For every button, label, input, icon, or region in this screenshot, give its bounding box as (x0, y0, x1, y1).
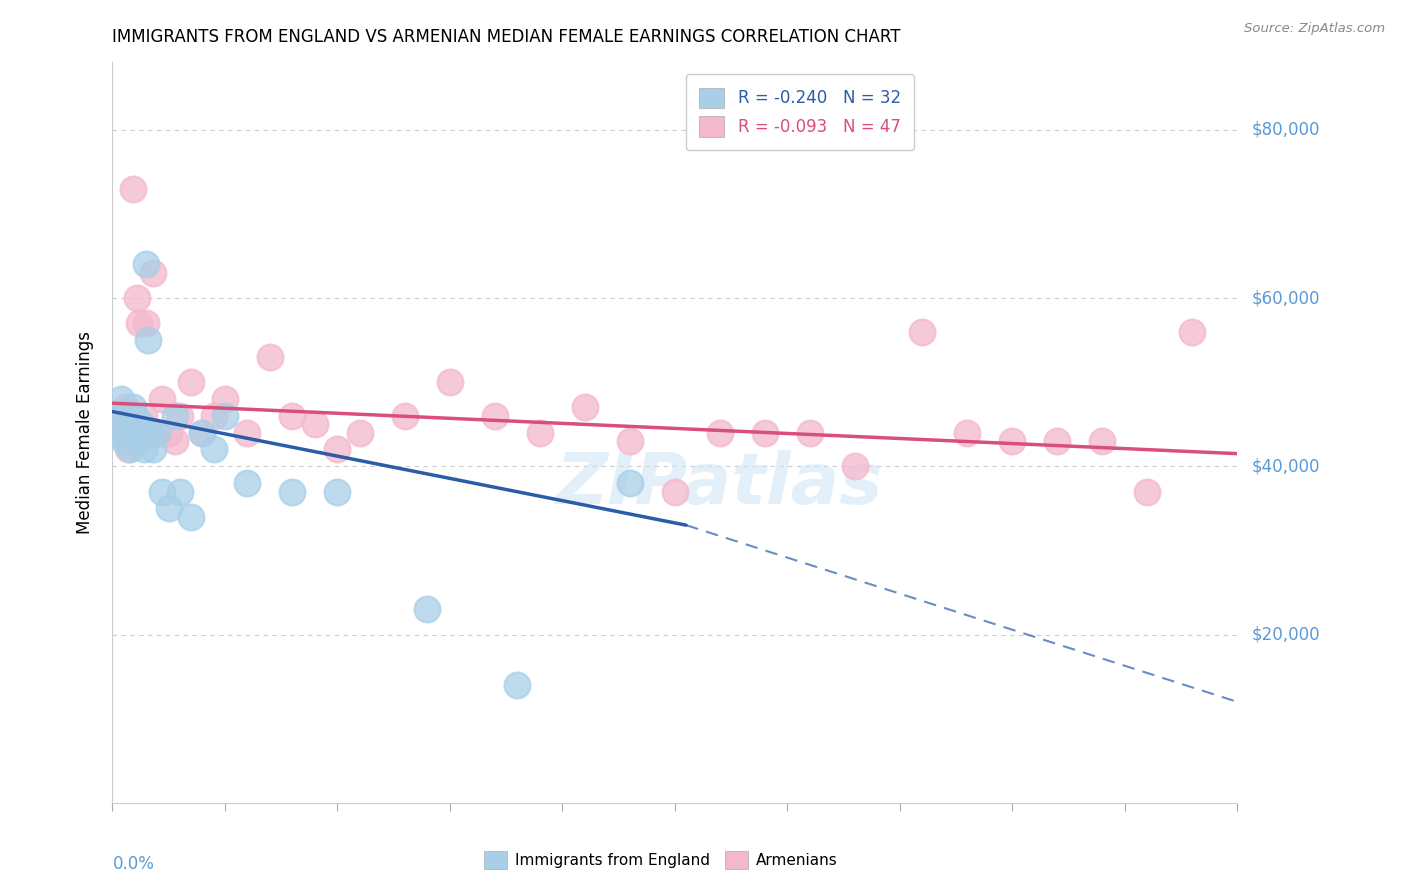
Point (484, 409, 506, 423)
Point (110, 409, 132, 423)
Point (191, 425, 214, 440)
Point (132, 442, 155, 457)
Point (1046, 434, 1069, 448)
Point (439, 375, 461, 389)
Text: IMMIGRANTS FROM ENGLAND VS ARMENIAN MEDIAN FEMALE EARNINGS CORRELATION CHART: IMMIGRANTS FROM ENGLAND VS ARMENIAN MEDI… (112, 28, 901, 45)
Point (180, 509, 202, 524)
Point (416, 602, 439, 616)
Point (202, 442, 225, 457)
Point (529, 425, 551, 440)
Point (124, 409, 146, 423)
Point (1136, 484, 1159, 499)
Legend: R = -0.240   N = 32, R = -0.093   N = 47: R = -0.240 N = 32, R = -0.093 N = 47 (686, 74, 914, 150)
Point (709, 425, 731, 440)
Point (112, 417, 135, 432)
Point (169, 484, 191, 499)
Point (131, 417, 153, 432)
Text: $20,000: $20,000 (1251, 625, 1320, 643)
Point (135, 316, 157, 330)
Point (574, 401, 596, 415)
Point (112, 434, 135, 448)
Point (128, 425, 150, 440)
Point (115, 401, 138, 415)
Point (169, 409, 191, 423)
Point (117, 425, 139, 440)
Point (326, 442, 349, 457)
Point (236, 476, 259, 491)
Point (214, 392, 236, 406)
Point (132, 409, 155, 423)
Point (150, 484, 173, 499)
Point (105, 409, 128, 423)
Text: 0.0%: 0.0% (112, 855, 155, 872)
Point (157, 425, 180, 440)
Point (259, 350, 281, 364)
Point (142, 442, 165, 457)
Y-axis label: Median Female Earnings: Median Female Earnings (76, 331, 94, 534)
Point (304, 417, 326, 432)
Point (911, 325, 934, 339)
Point (128, 316, 150, 330)
Point (124, 434, 146, 448)
Point (139, 425, 162, 440)
Point (146, 425, 169, 440)
Point (394, 409, 416, 423)
Point (135, 257, 157, 271)
Point (142, 266, 165, 280)
Point (110, 392, 132, 406)
Point (202, 409, 225, 423)
Point (120, 425, 142, 440)
Point (956, 425, 979, 440)
Point (150, 392, 173, 406)
Point (281, 484, 304, 499)
Point (108, 425, 131, 440)
Point (139, 425, 162, 440)
Text: $40,000: $40,000 (1251, 458, 1320, 475)
Point (844, 459, 866, 474)
Point (127, 291, 149, 305)
Point (180, 375, 202, 389)
Point (619, 434, 641, 448)
Point (121, 401, 143, 415)
Point (165, 434, 187, 448)
Text: $80,000: $80,000 (1251, 120, 1320, 139)
Point (664, 484, 686, 499)
Point (138, 333, 160, 347)
Point (165, 409, 187, 423)
Point (115, 417, 138, 432)
Legend: Immigrants from England, Armenians: Immigrants from England, Armenians (478, 845, 844, 875)
Point (108, 425, 131, 440)
Point (799, 425, 821, 440)
Point (349, 425, 371, 440)
Point (214, 409, 236, 423)
Point (506, 678, 529, 692)
Point (121, 181, 143, 195)
Point (281, 409, 304, 423)
Point (117, 442, 139, 457)
Point (326, 484, 349, 499)
Point (157, 501, 180, 516)
Point (146, 425, 169, 440)
Point (754, 425, 776, 440)
Point (191, 425, 214, 440)
Text: $60,000: $60,000 (1251, 289, 1320, 307)
Point (1091, 434, 1114, 448)
Point (619, 476, 641, 491)
Text: ZIPatlas: ZIPatlas (557, 450, 883, 519)
Point (1181, 325, 1204, 339)
Point (236, 425, 259, 440)
Point (1001, 434, 1024, 448)
Text: Source: ZipAtlas.com: Source: ZipAtlas.com (1244, 22, 1385, 36)
Point (127, 434, 149, 448)
Point (120, 442, 142, 457)
